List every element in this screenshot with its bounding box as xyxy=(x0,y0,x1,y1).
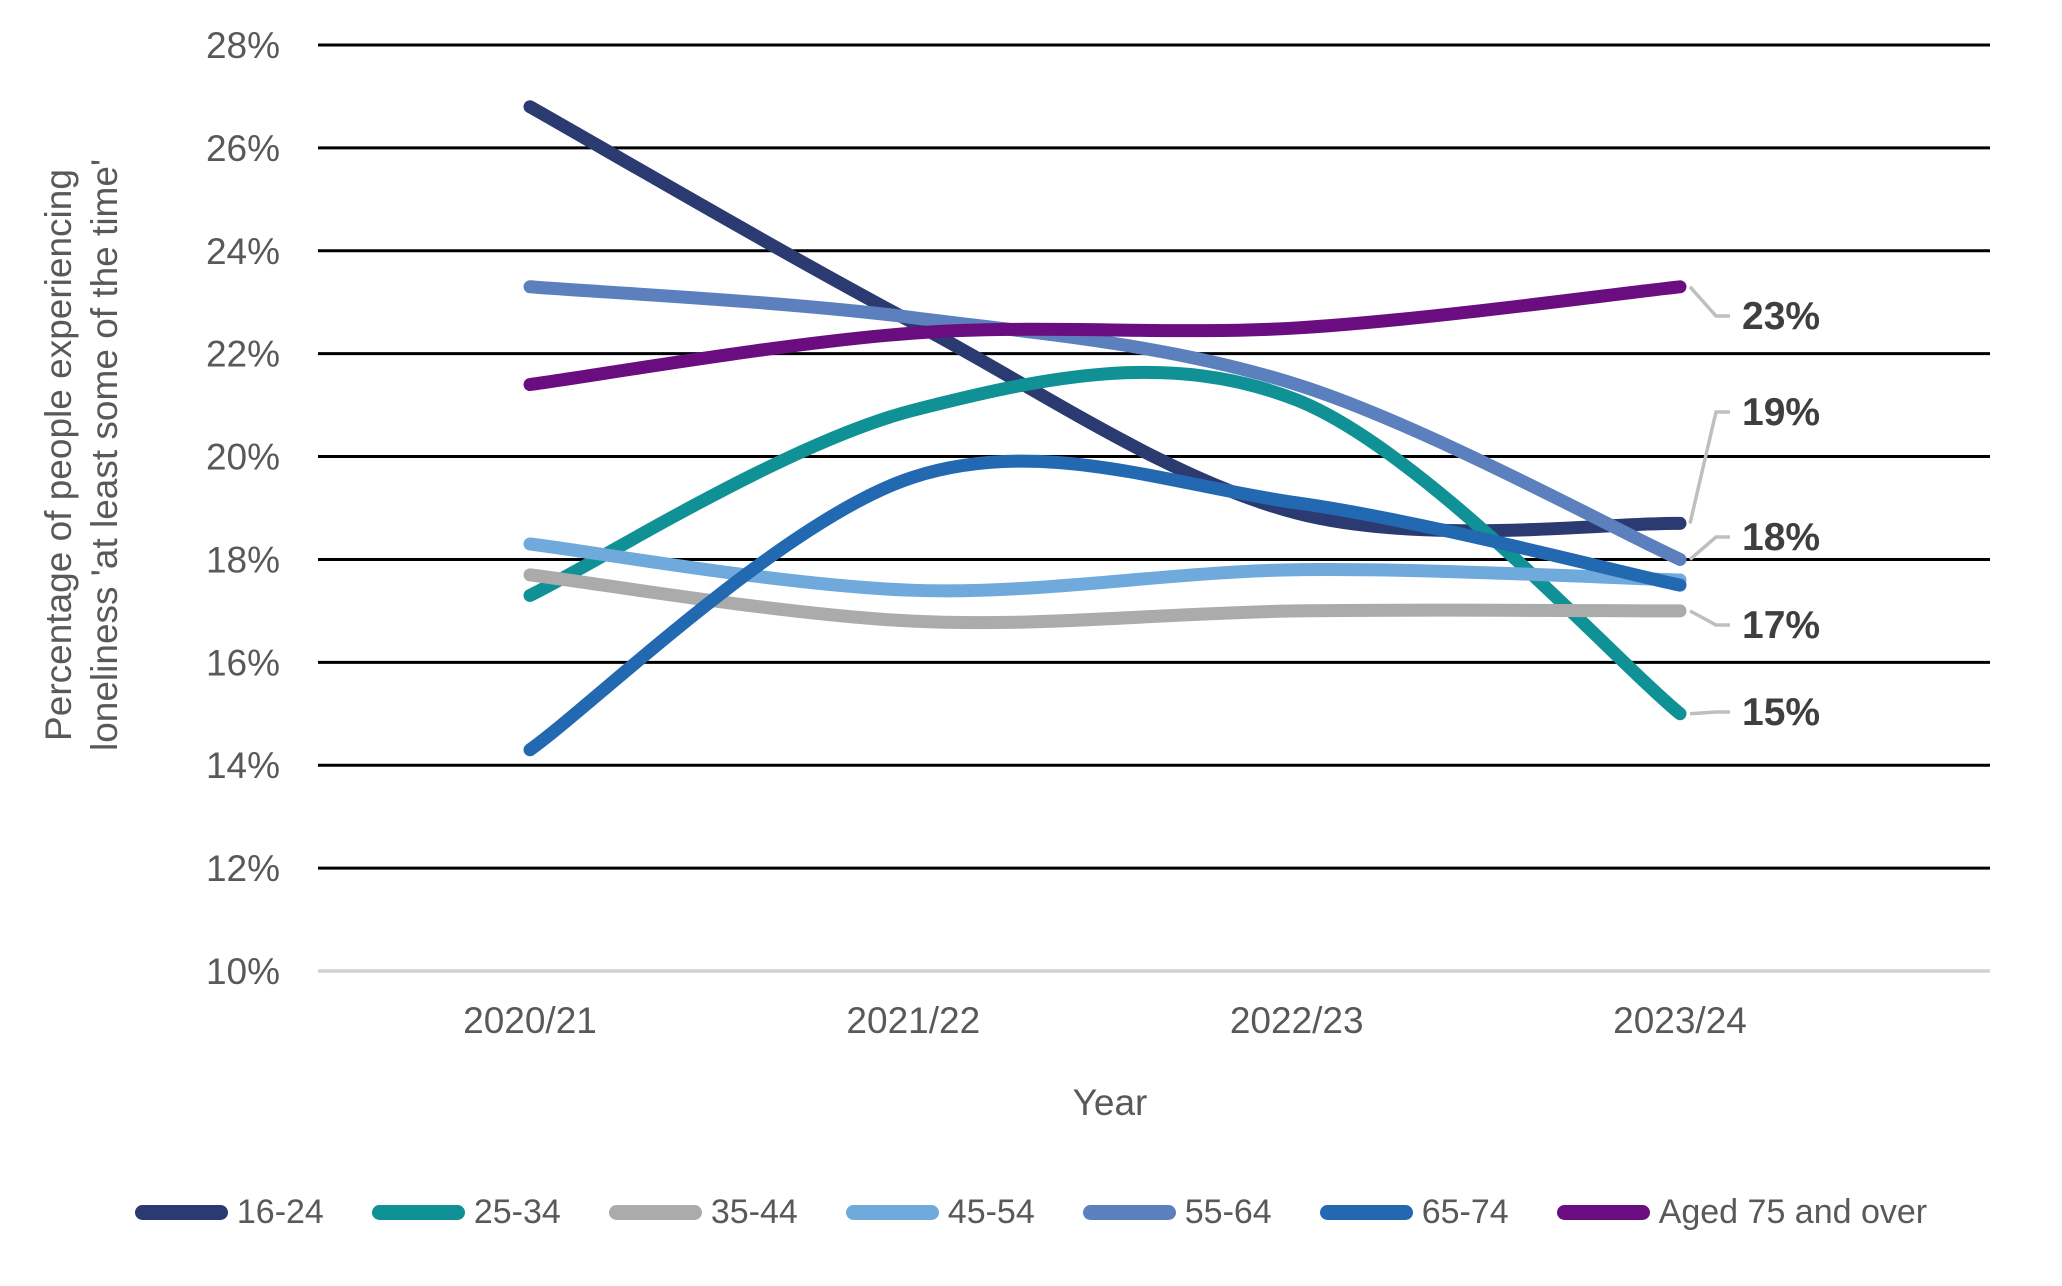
y-axis-title-line2: loneliness 'at least some of the time' xyxy=(84,158,125,752)
leader-line xyxy=(1688,410,1730,524)
legend-label: 16-24 xyxy=(236,1192,324,1231)
legend-label: 65-74 xyxy=(1421,1192,1509,1231)
y-axis-title: Percentage of people experiencing loneli… xyxy=(36,0,132,915)
legend-swatch-icon xyxy=(1556,1204,1650,1220)
y-tick-label: 20% xyxy=(206,437,280,478)
x-tick-label: 2022/23 xyxy=(1230,1000,1364,1041)
leader-line xyxy=(1688,535,1730,561)
x-tick-label: 2023/24 xyxy=(1613,1000,1747,1041)
y-tick-label: 22% xyxy=(206,334,280,375)
leader-line xyxy=(1689,710,1730,716)
data-label: 23% xyxy=(1742,295,1820,338)
legend-item-25-34: 25-34 xyxy=(371,1192,561,1232)
data-label: 15% xyxy=(1742,691,1820,734)
leader-line xyxy=(1689,609,1730,627)
series-line-25-34 xyxy=(523,365,1687,721)
legend-swatch-icon xyxy=(371,1204,465,1220)
legend-item-16-24: 16-24 xyxy=(134,1192,324,1232)
legend-label: 45-54 xyxy=(947,1192,1035,1231)
legend-swatch-icon xyxy=(845,1204,939,1220)
series-line-aged-75-and-over xyxy=(523,280,1687,392)
y-tick-label: 10% xyxy=(206,951,280,992)
legend-item-35-44: 35-44 xyxy=(608,1192,798,1232)
x-tick-label: 2021/22 xyxy=(846,1000,980,1041)
legend-item-aged-75-and-over: Aged 75 and over xyxy=(1556,1192,1928,1232)
data-label: 19% xyxy=(1742,391,1820,434)
series-line-35-44 xyxy=(523,568,1687,630)
leader-line xyxy=(1688,285,1730,318)
chart-legend: 16-24 25-34 35-44 45-54 55-64 65-74 Aged 75 an… xyxy=(0,1186,2062,1238)
y-tick-label: 12% xyxy=(206,848,280,889)
legend-swatch-icon xyxy=(134,1204,228,1220)
series-line-65-74 xyxy=(523,454,1687,757)
legend-label: Aged 75 and over xyxy=(1658,1192,1928,1231)
y-axis-title-line1: Percentage of people experiencing xyxy=(38,169,79,741)
x-tick-label: 2020/21 xyxy=(463,1000,597,1041)
data-label: 18% xyxy=(1742,516,1820,559)
legend-swatch-icon xyxy=(1082,1204,1176,1220)
x-axis-title: Year xyxy=(1072,1082,1148,1123)
y-tick-label: 24% xyxy=(206,231,280,272)
legend-item-45-54: 45-54 xyxy=(845,1192,1035,1232)
legend-swatch-icon xyxy=(1319,1204,1413,1220)
y-tick-label: 14% xyxy=(206,745,280,786)
legend-label: 35-44 xyxy=(710,1192,798,1231)
y-tick-label: 28% xyxy=(206,25,280,66)
y-tick-label: 18% xyxy=(206,539,280,580)
legend-label: 25-34 xyxy=(473,1192,561,1231)
data-label: 17% xyxy=(1742,604,1820,647)
legend-item-65-74: 65-74 xyxy=(1319,1192,1509,1232)
series-line-16-24 xyxy=(523,100,1687,538)
series-line-55-64 xyxy=(523,280,1687,566)
series-line-45-54 xyxy=(523,537,1687,598)
y-tick-label: 16% xyxy=(206,642,280,683)
y-tick-label: 26% xyxy=(206,128,280,169)
legend-label: 55-64 xyxy=(1184,1192,1272,1231)
legend-item-55-64: 55-64 xyxy=(1082,1192,1272,1232)
legend-swatch-icon xyxy=(608,1204,702,1220)
